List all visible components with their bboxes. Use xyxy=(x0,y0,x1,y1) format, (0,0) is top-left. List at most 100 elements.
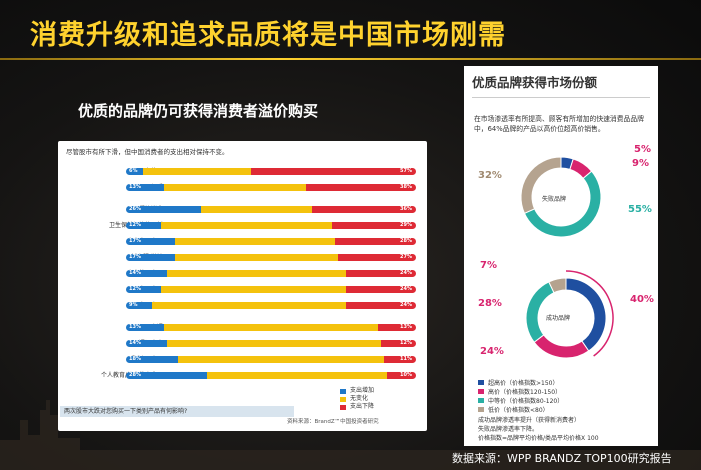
legend-swatch xyxy=(478,407,484,412)
legend-same: 无变化 xyxy=(340,395,374,403)
bar-decrease-segment: 11% xyxy=(384,356,416,363)
decrease-value: 27% xyxy=(400,254,412,260)
increase-value: 14% xyxy=(129,270,141,276)
increase-value: 12% xyxy=(129,286,141,292)
stacked-bar: 28% 10% xyxy=(126,372,416,379)
bar-row: 奢侈品6%57% xyxy=(58,167,427,176)
decrease-value: 10% xyxy=(400,372,412,378)
bar-row: 个人电子产品17%28% xyxy=(58,237,427,246)
increase-value: 6% xyxy=(129,168,138,174)
donut2-pct-high: 24% xyxy=(480,346,504,357)
increase-value: 17% xyxy=(129,254,141,260)
stacked-bar: 14% 12% xyxy=(126,340,416,347)
stacked-bar: 14% 24% xyxy=(126,270,416,277)
legend-item: 超高价（价格指数>150） xyxy=(478,378,563,387)
title-bar: 消费升级和追求品质将是中国市场刚需 xyxy=(0,0,701,58)
legend-swatch xyxy=(340,404,346,410)
bar-same-segment xyxy=(201,206,312,213)
chart-intro: 尽管股市有所下滑，但中国消费者的支出相对保持不变。 xyxy=(66,148,229,156)
bar-row: 娱乐13%38% xyxy=(58,183,427,192)
price-legend: 超高价（价格指数>150） 高价（价格指数120-150） 中等价（价格指数80-1… xyxy=(478,378,563,414)
donut2-pct-mid: 28% xyxy=(478,298,502,309)
decrease-value: 24% xyxy=(400,286,412,292)
bar-decrease-segment: 24% xyxy=(346,302,416,309)
city-skyline-decoration xyxy=(0,400,701,470)
chart-legend: 支出增加 无变化 支出下降 xyxy=(340,387,374,411)
bar-increase-segment: 12% xyxy=(126,286,161,293)
legend-swatch xyxy=(478,380,484,385)
legend-swatch xyxy=(478,389,484,394)
bar-same-segment xyxy=(166,340,382,347)
decrease-value: 36% xyxy=(400,206,412,212)
bar-decrease-segment: 13% xyxy=(378,324,416,331)
bar-decrease-segment: 29% xyxy=(331,222,416,229)
increase-value: 17% xyxy=(129,238,141,244)
increase-value: 12% xyxy=(129,222,141,228)
bar-increase-segment: 6% xyxy=(126,168,144,175)
bar-row: 卫生保健与锻炼器材12%29% xyxy=(58,221,427,230)
successful-brands-donut xyxy=(525,270,614,359)
page-title: 消费升级和追求品质将是中国市场刚需 xyxy=(30,20,506,51)
note-line: 失败品牌渗透率下降。 xyxy=(478,426,539,433)
legend-swatch xyxy=(478,398,484,403)
data-source-footer: 数据来源：WPP BRANDZ TOP100研究报告 xyxy=(452,452,672,465)
bar-row: 家用电器12%24% xyxy=(58,285,427,294)
bar-increase-segment: 14% xyxy=(126,270,167,277)
increase-value: 13% xyxy=(129,184,141,190)
bar-increase-segment: 28% xyxy=(126,372,208,379)
legend-item: 中等价（价格指数80-120） xyxy=(478,396,563,405)
bar-same-segment xyxy=(207,372,387,379)
bar-same-segment xyxy=(175,238,335,245)
bar-decrease-segment: 24% xyxy=(346,286,416,293)
donut1-pct-high: 9% xyxy=(632,158,649,169)
decrease-value: 38% xyxy=(400,184,412,190)
decrease-value: 13% xyxy=(400,324,412,330)
donut-slice xyxy=(548,277,567,294)
decrease-value: 24% xyxy=(400,302,412,308)
increase-value: 13% xyxy=(129,324,141,330)
decrease-value: 28% xyxy=(400,238,412,244)
page-subtitle: 优质的品牌仍可获得消费者溢价购买 xyxy=(78,102,319,120)
bar-increase-segment: 13% xyxy=(126,184,164,191)
bar-same-segment xyxy=(143,168,251,175)
stacked-bar: 6% 57% xyxy=(126,168,416,175)
bar-decrease-segment: 12% xyxy=(381,340,416,347)
panel-title: 优质品牌获得市场份额 xyxy=(472,75,598,90)
increase-value: 14% xyxy=(129,340,141,346)
bar-increase-segment: 17% xyxy=(126,238,176,245)
bar-increase-segment: 9% xyxy=(126,302,153,309)
bar-increase-segment: 14% xyxy=(126,340,167,347)
bar-same-segment xyxy=(178,356,385,363)
bar-increase-segment: 13% xyxy=(126,324,164,331)
bar-increase-segment: 26% xyxy=(126,206,202,213)
donut1-center-label: 失败品牌 xyxy=(542,196,567,203)
title-divider xyxy=(0,58,701,60)
donut2-pct-super: 40% xyxy=(630,294,654,305)
bar-same-segment xyxy=(175,254,338,261)
stacked-bar: 13% 13% xyxy=(126,324,416,331)
legend-label: 高价（价格指数120-150） xyxy=(488,389,562,396)
bar-decrease-segment: 38% xyxy=(305,184,416,191)
panel-notes: 成功品牌渗透率提升（获得新消费者） 失败品牌渗透率下降。 价格指数=品牌平均价格/类… xyxy=(478,416,599,443)
bar-same-segment xyxy=(163,324,379,331)
legend-label: 超高价（价格指数>150） xyxy=(488,380,559,387)
bar-same-segment xyxy=(163,184,306,191)
donut2-center-label: 成功品牌 xyxy=(546,315,571,322)
bar-decrease-segment: 24% xyxy=(346,270,416,277)
bar-same-segment xyxy=(166,270,347,277)
legend-decrease: 支出下降 xyxy=(340,403,374,411)
bar-decrease-segment: 36% xyxy=(311,206,416,213)
increase-value: 9% xyxy=(129,302,138,308)
bar-same-segment xyxy=(160,222,332,229)
stacked-bar: 12% 24% xyxy=(126,286,416,293)
market-share-panel: 优质品牌获得市场份额 在市场渗透率有所提高、顾客有所增加的快速消费品品牌中，64… xyxy=(464,66,658,446)
highlight-arc xyxy=(565,270,614,357)
bar-row: 交通13%13% xyxy=(58,323,427,332)
bar-row: 个人护理产品14%24% xyxy=(58,269,427,278)
decrease-value: 11% xyxy=(400,356,412,362)
bar-row: 餐饮消费26%36% xyxy=(58,205,427,214)
donut1-pct-mid: 55% xyxy=(628,204,652,215)
bar-decrease-segment: 28% xyxy=(334,238,416,245)
increase-value: 18% xyxy=(129,356,141,362)
donut-slice xyxy=(520,156,562,214)
